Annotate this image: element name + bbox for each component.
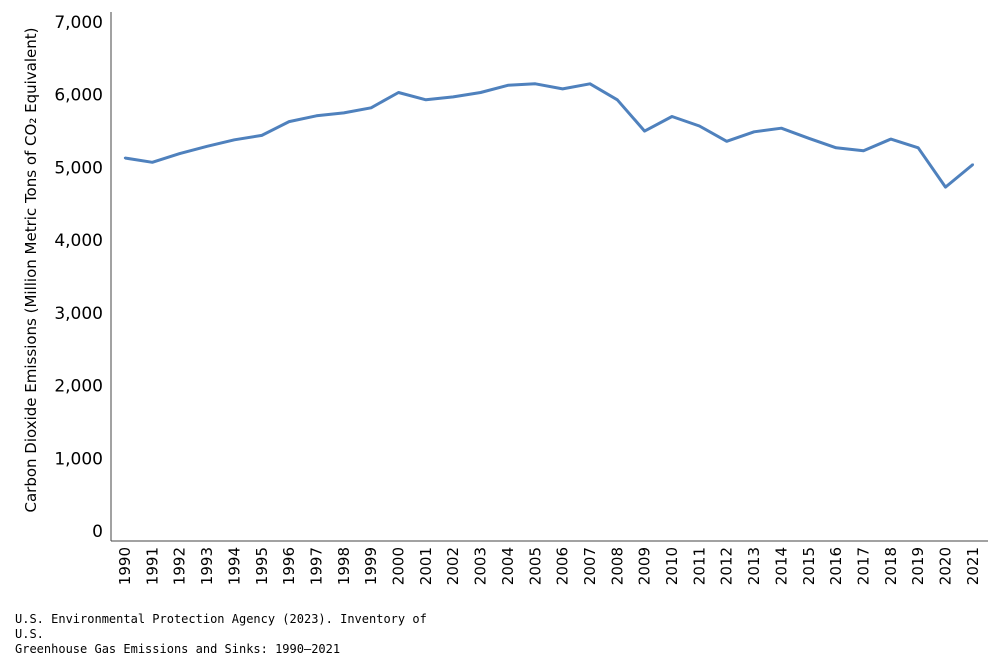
data-point <box>670 115 674 118</box>
y-tick-label: 7,000 <box>54 13 103 33</box>
x-tick-label: 2018 <box>882 547 900 585</box>
x-tick-label: 2016 <box>827 547 845 585</box>
x-tick-label: 1999 <box>362 547 380 585</box>
x-tick-label: 2006 <box>554 547 572 585</box>
series-line <box>124 82 974 189</box>
data-point <box>178 152 181 155</box>
data-point <box>260 134 263 137</box>
y-tick-labels: 0 1,000 2,000 3,000 4,000 5,000 6,000 7,000 <box>54 13 103 542</box>
data-point <box>780 126 783 130</box>
data-point <box>643 129 646 133</box>
data-point <box>205 145 209 148</box>
data-point <box>916 146 920 149</box>
x-tick-label: 2021 <box>964 547 982 585</box>
data-point <box>287 120 291 123</box>
x-tick-label: 2017 <box>854 547 872 585</box>
x-tick-label: 2002 <box>444 547 462 585</box>
data-point <box>862 149 865 152</box>
y-axis-label: Carbon Dioxide Emissions (Million Metric… <box>22 28 40 513</box>
x-tick-label: 2008 <box>608 547 626 585</box>
x-tick-label: 2004 <box>499 547 517 585</box>
data-point <box>151 161 154 164</box>
data-point <box>315 114 318 118</box>
y-tick-label: 1,000 <box>54 449 103 469</box>
data-point <box>397 91 400 94</box>
x-tick-label: 1998 <box>335 547 353 585</box>
x-tick-label: 1995 <box>253 547 271 585</box>
data-point <box>233 138 236 141</box>
data-point <box>752 130 756 133</box>
x-tick-label: 1994 <box>225 547 243 585</box>
source-note-line-1: U.S. Environmental Protection Agency (20… <box>15 612 427 641</box>
data-point <box>369 106 373 110</box>
x-tick-label: 1992 <box>171 547 189 585</box>
data-point <box>889 137 892 141</box>
y-tick-label: 6,000 <box>54 86 103 106</box>
data-point <box>698 124 701 128</box>
x-tick-label: 1990 <box>116 547 134 585</box>
x-tick-label: 2009 <box>636 547 654 585</box>
data-point <box>424 98 428 102</box>
data-point <box>534 82 537 86</box>
x-tick-label: 1991 <box>143 547 161 585</box>
x-tick-label: 2001 <box>417 547 435 585</box>
x-tick-label: 2000 <box>390 547 408 585</box>
data-point <box>342 111 345 115</box>
series-layer <box>123 82 975 189</box>
x-tick-label: 2011 <box>690 547 708 585</box>
data-point <box>506 84 510 87</box>
x-tick-label: 1993 <box>198 547 216 585</box>
x-tick-label: 2010 <box>663 547 681 585</box>
y-tick-label: 5,000 <box>54 158 103 178</box>
y-tick-label: 3,000 <box>54 304 103 324</box>
x-tick-label: 2015 <box>800 547 818 585</box>
data-point <box>834 146 838 149</box>
data-point <box>807 137 810 140</box>
x-tick-label: 2003 <box>472 547 490 585</box>
y-tick-label: 4,000 <box>54 231 103 251</box>
data-point <box>561 87 564 91</box>
x-tick-label: 1996 <box>280 547 298 585</box>
data-point <box>452 95 455 99</box>
x-tick-label: 2012 <box>718 547 736 585</box>
x-tick-label: 2020 <box>937 547 955 585</box>
data-point <box>588 82 592 86</box>
y-tick-label: 2,000 <box>54 377 103 397</box>
data-point <box>944 185 947 189</box>
x-tick-label: 1997 <box>307 547 325 585</box>
source-note: U.S. Environmental Protection Agency (20… <box>15 612 435 657</box>
x-tick-label: 2019 <box>909 547 927 585</box>
x-tick-label: 2013 <box>745 547 763 585</box>
x-tick-labels: 1990 1991 1992 1993 1994 1995 1996 1997 1998 1999… <box>116 547 982 585</box>
data-point <box>971 163 975 166</box>
data-point <box>725 140 728 143</box>
x-tick-label: 2005 <box>526 547 544 585</box>
line-chart: Carbon Dioxide Emissions (Million Metric… <box>22 12 988 585</box>
data-point <box>479 91 482 94</box>
x-tick-label: 2007 <box>581 547 599 585</box>
y-tick-label: 0 <box>92 522 103 542</box>
data-point <box>616 98 619 102</box>
data-point <box>123 156 127 160</box>
x-tick-label: 2014 <box>772 547 790 585</box>
